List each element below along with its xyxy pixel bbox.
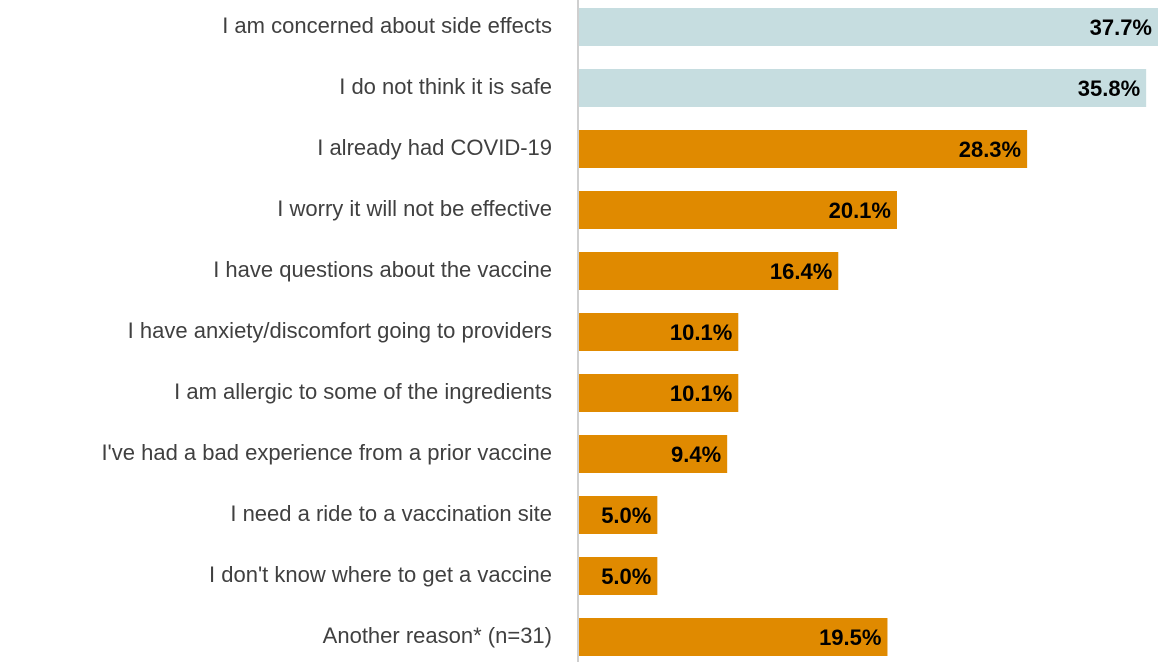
- bar: [579, 252, 839, 290]
- bar: [579, 130, 1028, 168]
- value-label: 10.1%: [670, 320, 732, 345]
- category-label: I do not think it is safe: [339, 74, 552, 99]
- bars: [579, 8, 1158, 656]
- value-label: 16.4%: [770, 259, 832, 284]
- category-label: I have anxiety/discomfort going to provi…: [128, 318, 552, 343]
- value-label: 20.1%: [829, 198, 891, 223]
- bar: [579, 69, 1147, 107]
- bar: [579, 8, 1158, 46]
- category-label: I am concerned about side effects: [222, 13, 552, 38]
- bar: [579, 557, 658, 595]
- bar: [579, 191, 897, 229]
- category-label: I am allergic to some of the ingredients: [174, 379, 552, 404]
- value-label: 5.0%: [601, 564, 651, 589]
- bar: [579, 496, 658, 534]
- value-label: 37.7%: [1090, 15, 1152, 40]
- bar: [579, 374, 739, 412]
- bar: [579, 313, 739, 351]
- value-label: 28.3%: [959, 137, 1021, 162]
- category-label: I need a ride to a vaccination site: [230, 501, 552, 526]
- value-label: 19.5%: [819, 625, 881, 650]
- category-label: Another reason* (n=31): [323, 623, 552, 648]
- value-label: 10.1%: [670, 381, 732, 406]
- bar: [579, 618, 888, 656]
- category-label: I already had COVID-19: [317, 135, 552, 160]
- value-label: 35.8%: [1078, 76, 1140, 101]
- category-label: I worry it will not be effective: [277, 196, 552, 221]
- category-label: I've had a bad experience from a prior v…: [101, 440, 552, 465]
- category-label: I don't know where to get a vaccine: [209, 562, 552, 587]
- category-label: I have questions about the vaccine: [213, 257, 552, 282]
- value-label: 9.4%: [671, 442, 721, 467]
- value-label: 5.0%: [601, 503, 651, 528]
- bar: [579, 435, 728, 473]
